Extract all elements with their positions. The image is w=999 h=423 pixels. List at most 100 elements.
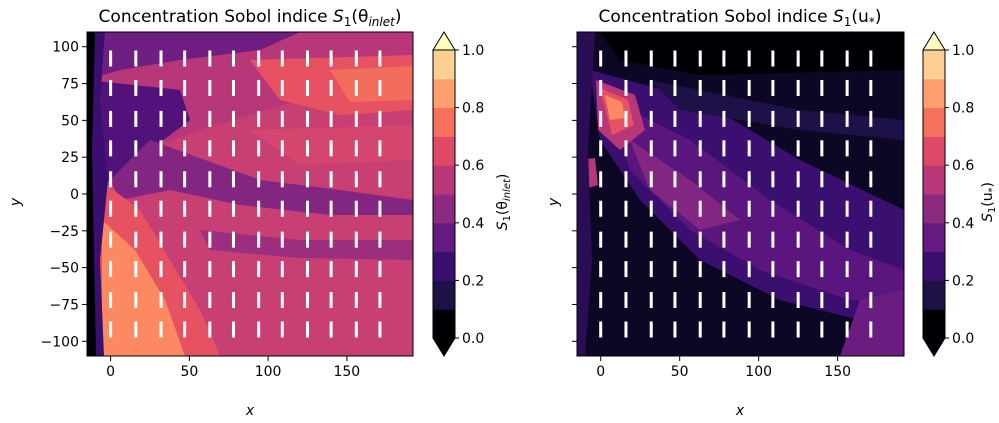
sensor-marker	[673, 50, 677, 67]
sensor-marker	[747, 140, 751, 157]
sensor-marker	[109, 140, 113, 157]
colorbar-band	[923, 78, 945, 109]
sensor-marker	[305, 200, 309, 217]
field-upper-band	[650, 80, 904, 140]
sensor-marker	[747, 321, 751, 338]
sensor-marker	[599, 79, 603, 96]
sensor-marker	[747, 110, 751, 127]
colorbar-tick-label: 0.4	[462, 216, 484, 232]
sensor-marker	[649, 140, 653, 157]
sensor-marker	[378, 79, 382, 96]
sensor-marker	[747, 200, 751, 217]
sensor-marker	[257, 79, 261, 96]
sensor-marker	[624, 292, 628, 309]
sensor-marker	[624, 200, 628, 217]
sensor-marker	[624, 171, 628, 188]
colorbar-band	[433, 251, 455, 281]
sensor-marker	[159, 79, 163, 96]
sensor-marker	[845, 231, 849, 248]
sensor-marker	[599, 110, 603, 127]
sensor-marker	[183, 200, 187, 217]
x-axis-ticks: 0 50 100 150	[596, 356, 851, 380]
sensor-marker	[280, 110, 284, 127]
sensor-marker	[257, 292, 261, 309]
y-tick-label: 0	[70, 187, 79, 203]
sensor-marker	[354, 140, 358, 157]
colorbar-band	[433, 309, 455, 339]
sensor-marker	[624, 50, 628, 67]
sensor-marker	[722, 50, 726, 67]
field-hotspot-core	[605, 95, 625, 120]
sensor-marker	[820, 321, 824, 338]
sensor-marker	[159, 50, 163, 67]
colorbar-extend-min	[432, 337, 456, 357]
field-band-mid-purple	[110, 140, 413, 215]
sensor-marker	[183, 292, 187, 309]
sensor-marker	[820, 110, 824, 127]
sensor-marker	[624, 79, 628, 96]
colorbar-frame	[922, 49, 946, 339]
sensor-marker	[722, 261, 726, 278]
x-tick-label: 0	[596, 364, 605, 380]
x-tick-label: 150	[333, 364, 360, 380]
x-tick-label: 0	[106, 364, 115, 380]
sensor-marker	[869, 321, 873, 338]
sensor-marker	[159, 140, 163, 157]
sensor-marker	[599, 231, 603, 248]
field-left-edge-dark	[87, 32, 96, 356]
x-tick-label: 100	[255, 364, 282, 380]
colorbar-band	[923, 222, 945, 253]
sensor-marker	[698, 140, 702, 157]
colorbar-band	[433, 280, 455, 310]
sensor-marker	[159, 171, 163, 188]
sensor-marker	[796, 261, 800, 278]
sensor-marker	[796, 231, 800, 248]
colorbar-tick-label: 0.2	[462, 273, 484, 289]
y-axis-label: y	[8, 197, 24, 207]
sensor-marker	[649, 110, 653, 127]
sensor-marker	[796, 140, 800, 157]
sensor-marker	[378, 321, 382, 338]
sensor-marker	[624, 140, 628, 157]
y-tick-label: 50	[61, 113, 79, 129]
colorbar-tick-label: 0.2	[952, 273, 974, 289]
sensor-marker	[231, 110, 235, 127]
sensor-marker	[329, 110, 333, 127]
sensor-marker	[378, 50, 382, 67]
sensor-marker	[257, 140, 261, 157]
sensor-marker	[159, 261, 163, 278]
sensor-marker	[378, 261, 382, 278]
x-axis-ticks: 0 50 100 150	[106, 356, 360, 380]
colorbar-band	[923, 251, 945, 281]
sensor-marker	[698, 171, 702, 188]
x-tick-label: 100	[745, 364, 772, 380]
sensor-marker	[305, 292, 309, 309]
sensor-marker	[796, 292, 800, 309]
sensor-marker	[722, 321, 726, 338]
heatmap-field	[577, 32, 904, 356]
sensor-marker	[354, 79, 358, 96]
y-tick-label: −50	[49, 261, 79, 277]
sensor-marker	[109, 231, 113, 248]
sensor-marker	[329, 79, 333, 96]
sensor-marker	[354, 50, 358, 67]
sensor-marker	[257, 321, 261, 338]
sensor-markers	[599, 50, 873, 338]
sensor-marker	[231, 321, 235, 338]
colorbar-tick-label: 0.6	[952, 158, 974, 174]
sensor-marker	[673, 140, 677, 157]
sensor-marker	[231, 292, 235, 309]
sensor-marker	[109, 292, 113, 309]
sensor-marker	[820, 79, 824, 96]
colorbar-tick-label: 0.6	[462, 158, 484, 174]
y-axis-ticks	[572, 46, 577, 342]
sensor-marker	[329, 50, 333, 67]
sensor-marker	[354, 171, 358, 188]
colorbar-band	[433, 194, 455, 224]
sensor-marker	[722, 292, 726, 309]
sensor-marker	[280, 292, 284, 309]
y-tick-label: −100	[41, 334, 79, 350]
sensor-marker	[649, 79, 653, 96]
x-tick-label: 150	[824, 364, 851, 380]
sensor-marker	[183, 171, 187, 188]
